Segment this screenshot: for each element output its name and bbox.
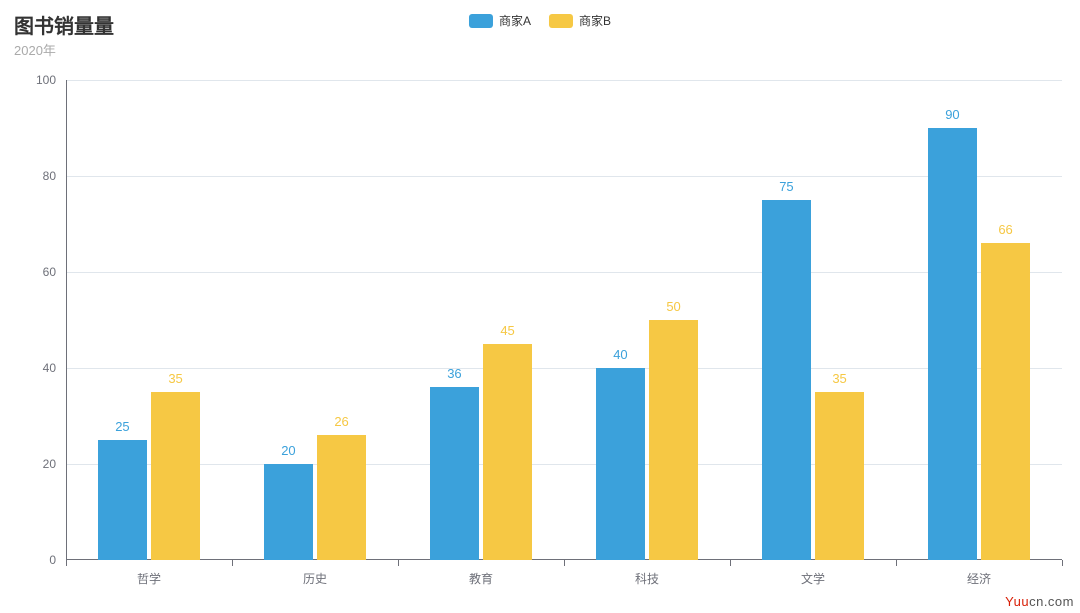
legend-swatch-b bbox=[549, 14, 573, 28]
x-tick bbox=[896, 560, 897, 566]
plot-area: 020406080100哲学2535历史2026教育3645科技4050文学75… bbox=[66, 80, 1062, 560]
bar[interactable]: 25 bbox=[98, 440, 148, 560]
y-tick-label: 20 bbox=[16, 457, 56, 471]
gridline bbox=[66, 176, 1062, 177]
chart-container: 图书销量量 2020年 商家A 商家B 020406080100哲学2535历史… bbox=[0, 0, 1080, 613]
legend: 商家A 商家B bbox=[469, 12, 611, 29]
x-tick-label: 教育 bbox=[469, 570, 493, 587]
bar[interactable]: 66 bbox=[981, 243, 1031, 560]
x-tick bbox=[730, 560, 731, 566]
bar-value-label: 40 bbox=[613, 347, 627, 362]
bar[interactable]: 90 bbox=[928, 128, 978, 560]
x-tick-label: 科技 bbox=[635, 570, 659, 587]
bar[interactable]: 20 bbox=[264, 464, 314, 560]
bar-value-label: 25 bbox=[115, 419, 129, 434]
bar[interactable]: 35 bbox=[815, 392, 865, 560]
bar-value-label: 66 bbox=[998, 222, 1012, 237]
legend-label-b: 商家B bbox=[579, 12, 611, 29]
bar[interactable]: 36 bbox=[430, 387, 480, 560]
legend-item-series-a[interactable]: 商家A bbox=[469, 12, 531, 29]
y-tick-label: 40 bbox=[16, 361, 56, 375]
bar-value-label: 45 bbox=[500, 323, 514, 338]
bar-value-label: 90 bbox=[945, 107, 959, 122]
chart-title: 图书销量量 bbox=[14, 10, 114, 39]
bar[interactable]: 40 bbox=[596, 368, 646, 560]
legend-item-series-b[interactable]: 商家B bbox=[549, 12, 611, 29]
x-tick bbox=[1062, 560, 1063, 566]
bar-value-label: 36 bbox=[447, 366, 461, 381]
x-tick-label: 文学 bbox=[801, 570, 825, 587]
legend-label-a: 商家A bbox=[499, 12, 531, 29]
x-tick-label: 历史 bbox=[303, 570, 327, 587]
bar-value-label: 26 bbox=[334, 414, 348, 429]
y-tick-label: 60 bbox=[16, 265, 56, 279]
bar[interactable]: 75 bbox=[762, 200, 812, 560]
gridline bbox=[66, 368, 1062, 369]
watermark-grey: cn.com bbox=[1029, 594, 1074, 609]
y-tick-label: 80 bbox=[16, 169, 56, 183]
legend-swatch-a bbox=[469, 14, 493, 28]
chart-subtitle: 2020年 bbox=[14, 40, 56, 59]
gridline bbox=[66, 464, 1062, 465]
bar-value-label: 50 bbox=[666, 299, 680, 314]
x-tick-label: 哲学 bbox=[137, 570, 161, 587]
x-tick-label: 经济 bbox=[967, 570, 991, 587]
bar[interactable]: 45 bbox=[483, 344, 533, 560]
x-tick bbox=[232, 560, 233, 566]
watermark-red: Yuu bbox=[1005, 594, 1029, 609]
y-axis-line bbox=[66, 80, 67, 560]
y-tick-label: 0 bbox=[16, 553, 56, 567]
bar-value-label: 35 bbox=[168, 371, 182, 386]
x-tick bbox=[398, 560, 399, 566]
bar[interactable]: 50 bbox=[649, 320, 699, 560]
gridline bbox=[66, 272, 1062, 273]
bar-value-label: 35 bbox=[832, 371, 846, 386]
x-tick bbox=[564, 560, 565, 566]
x-tick bbox=[66, 560, 67, 566]
gridline bbox=[66, 80, 1062, 81]
y-tick-label: 100 bbox=[16, 73, 56, 87]
bar-value-label: 75 bbox=[779, 179, 793, 194]
bar-value-label: 20 bbox=[281, 443, 295, 458]
watermark: Yuucn.com bbox=[1005, 594, 1074, 609]
bar[interactable]: 26 bbox=[317, 435, 367, 560]
bar[interactable]: 35 bbox=[151, 392, 201, 560]
